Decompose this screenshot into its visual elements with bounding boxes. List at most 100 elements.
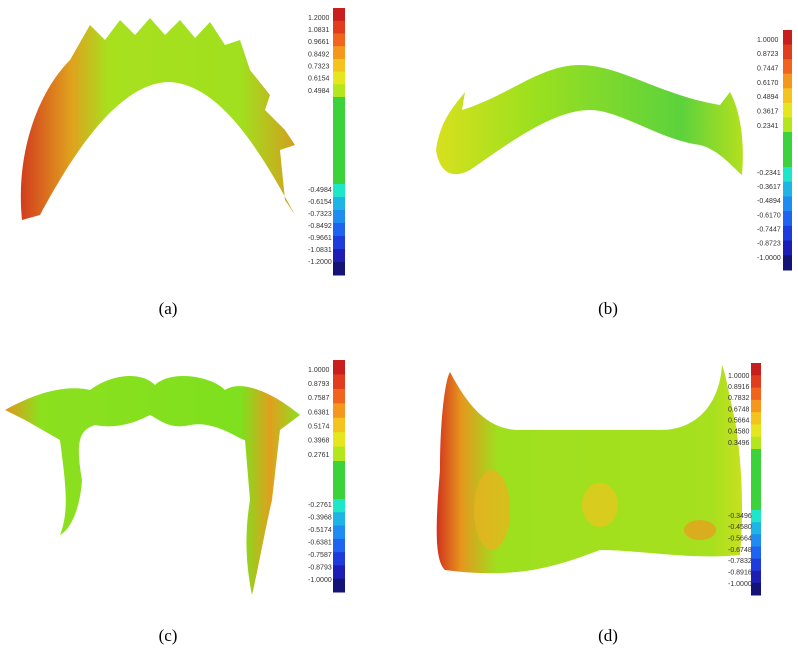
colorbar-label: 0.6381	[308, 409, 330, 416]
deviation-spot	[684, 520, 716, 540]
colorbar-label: 0.7323	[308, 64, 330, 71]
colorbar-label: 0.6154	[308, 76, 330, 83]
colorbar-label: -0.2761	[308, 502, 332, 509]
colorbar-segment	[333, 499, 345, 513]
colorbar-label: 0.6170	[757, 80, 779, 87]
colorbar-segment	[783, 225, 792, 242]
colorbar-label: 0.8916	[728, 384, 750, 391]
colorbar-label: -1.0000	[308, 577, 332, 584]
colorbar-segment	[333, 374, 345, 390]
colorbar-segment	[751, 375, 761, 389]
colorbar-segment	[333, 446, 345, 462]
colorbar-segment	[333, 249, 345, 263]
colorbar-label: 0.8492	[308, 51, 330, 58]
colorbar-label: -1.0000	[728, 581, 752, 588]
colorbar-segment	[333, 552, 345, 566]
colorbar-label: -0.4580	[728, 524, 752, 531]
colorbar-segment	[751, 449, 761, 510]
colorbar-segment	[751, 582, 761, 596]
colorbar-segment	[333, 71, 345, 85]
deviation-map-a	[20, 18, 295, 220]
colorbar-segment	[333, 525, 345, 540]
colorbar-label: -0.7323	[308, 211, 332, 218]
colorbar-label: 0.4580	[728, 429, 750, 436]
colorbar-segment	[333, 538, 345, 553]
colorbar-label: -0.6381	[308, 539, 332, 546]
colorbar-segment	[751, 546, 761, 560]
panel-caption: (d)	[598, 626, 618, 645]
colorbar-segment	[333, 417, 345, 433]
colorbar-segment	[783, 167, 792, 183]
colorbar-label: -0.5174	[308, 527, 332, 534]
colorbar-segment	[783, 117, 792, 133]
colorbar-label: -0.9661	[308, 235, 332, 242]
panel-caption: (b)	[598, 299, 618, 318]
colorbar-segment	[333, 403, 345, 419]
colorbar-label: -1.0831	[308, 247, 332, 254]
colorbar-label: 1.2000	[308, 15, 330, 22]
colorbar-segment	[751, 510, 761, 523]
colorbar-label: -0.6170	[757, 212, 781, 219]
colorbar-segment	[333, 512, 345, 527]
colorbar-segment	[333, 20, 345, 34]
colorbar-label: 0.2761	[308, 452, 330, 459]
colorbar-label: -0.3617	[757, 184, 781, 191]
colorbar-label: 0.5664	[728, 418, 750, 425]
panel-caption: (c)	[159, 626, 178, 645]
colorbar-label: 0.6748	[728, 406, 750, 413]
colorbar-segment	[333, 388, 345, 404]
colorbar-label: -1.0000	[757, 255, 781, 262]
deviation-spot	[474, 470, 510, 550]
colorbar-label: -0.8793	[308, 564, 332, 571]
colorbar-segment	[783, 196, 792, 212]
colorbar-segment	[751, 387, 761, 401]
deviation-map-b	[436, 65, 743, 175]
colorbar-label: -0.7832	[728, 558, 752, 565]
colorbar-segment	[783, 30, 792, 46]
colorbar-label: -0.3496	[728, 513, 752, 520]
colorbar-segment	[783, 181, 792, 197]
colorbar-segment	[333, 461, 345, 499]
colorbar-segment	[333, 432, 345, 448]
colorbar-segment	[751, 412, 761, 425]
colorbar-label: -0.8723	[757, 241, 781, 248]
colorbar-segment	[783, 102, 792, 118]
colorbar-segment	[333, 46, 345, 60]
deviation-spot	[582, 483, 618, 527]
colorbar-label: -0.8492	[308, 223, 332, 230]
colorbar-segment	[333, 262, 345, 276]
colorbar-label: 1.0000	[308, 367, 330, 374]
colorbar-label: 1.0000	[757, 37, 779, 44]
colorbar-segment	[751, 558, 761, 572]
colorbar-label: 0.8793	[308, 381, 330, 388]
colorbar-label: -0.4984	[308, 187, 332, 194]
colorbar-segment	[783, 59, 792, 75]
colorbar-label: 0.5174	[308, 424, 330, 431]
colorbar-label: 0.3617	[757, 109, 779, 116]
colorbar-segment	[783, 132, 792, 167]
deviation-map-d	[436, 365, 743, 574]
colorbar-segment	[333, 197, 345, 211]
colorbar-label: -0.6154	[308, 199, 332, 206]
colorbar-label: 0.7832	[728, 395, 750, 402]
colorbar-segment	[751, 399, 761, 413]
colorbar-label: 0.4984	[308, 88, 330, 95]
colorbar-label: -0.3968	[308, 514, 332, 521]
colorbar-segment	[333, 210, 345, 224]
colorbar-segment	[751, 424, 761, 438]
colorbar-segment	[783, 211, 792, 227]
colorbar-segment	[783, 73, 792, 89]
colorbar-segment	[333, 578, 345, 593]
colorbar-segment	[333, 184, 345, 198]
deviation-map-c	[5, 375, 300, 595]
colorbar-segment	[333, 84, 345, 98]
colorbar-label: 1.0831	[308, 27, 330, 34]
colorbar-segment	[333, 8, 345, 22]
colorbar-label: -0.2341	[757, 170, 781, 177]
colorbar-label: 0.3496	[728, 440, 750, 447]
colorbar-label: 0.7447	[757, 66, 779, 73]
colorbar-label: -0.7447	[757, 227, 781, 234]
colorbar-segment	[333, 565, 345, 580]
colorbar-segment	[783, 44, 792, 60]
colorbar-segment	[751, 534, 761, 547]
